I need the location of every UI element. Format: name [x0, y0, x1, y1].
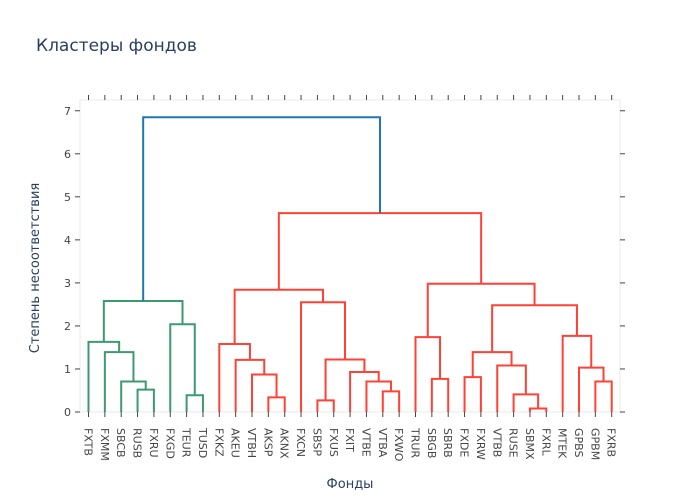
leaf-label: FXUS [327, 428, 340, 457]
dendrogram-link [142, 116, 381, 301]
leaf-label: AKEU [229, 428, 242, 458]
leaf-label: FXRB [605, 428, 618, 457]
dendrogram-link [491, 304, 578, 353]
dendrogram-link [512, 393, 540, 412]
leaf-label: SBSP [310, 428, 323, 456]
leaf-label: TEUR [180, 427, 193, 458]
leaf-label: SBRB [441, 428, 454, 458]
leaf-label: FXCN [294, 428, 307, 457]
leaf-label: FXRL [539, 428, 552, 457]
leaf-label: FXIT [343, 428, 356, 452]
y-tick-label: 6 [64, 148, 71, 161]
dendrogram-link [233, 288, 325, 345]
axis-ticks [75, 95, 625, 417]
leaf-label: FXRU [147, 428, 160, 458]
leaf-label: GPBS [572, 428, 585, 458]
y-tick-label: 0 [64, 406, 71, 419]
dendrogram-link [496, 364, 527, 412]
chart-title: Кластеры фондов [36, 36, 197, 56]
y-tick-label: 3 [64, 277, 71, 290]
y-tick-label: 2 [64, 320, 71, 333]
dendrogram-link [414, 336, 442, 412]
y-tick-label: 1 [64, 363, 71, 376]
dendrogram-link [218, 343, 251, 412]
dendrogram-link [594, 380, 613, 412]
x-tick-labels: FXTB FXMM SBCB RUSB FXRU FXGD TEUR TUSD FXKZ AKEU… [82, 427, 618, 462]
leaf-label: FXTB [82, 428, 95, 456]
y-axis-title: Степень несоответствия [28, 183, 43, 353]
leaf-label: MTEK [556, 428, 569, 459]
leaf-label: RUSE [507, 428, 520, 458]
dendrogram-link [561, 334, 593, 412]
leaf-label: FXKZ [212, 428, 225, 457]
leaf-label: FXWO [392, 428, 405, 462]
dendrogram-link [120, 380, 147, 412]
leaf-label: TUSD [196, 427, 209, 458]
leaf-label: AKSP [261, 428, 274, 457]
dendrogram-link [267, 396, 286, 412]
dendrogram-link [349, 370, 380, 412]
leaf-label: SBMX [523, 428, 536, 460]
dendrogram-link [426, 282, 536, 338]
dendrogram-link [251, 373, 278, 412]
dendrogram-link [578, 366, 605, 412]
dendrogram-link [430, 377, 450, 412]
leaf-label: VTBA [376, 428, 389, 458]
y-tick-label: 7 [64, 105, 71, 118]
dendrogram-link [316, 399, 335, 412]
leaf-label: FXDE [458, 428, 471, 457]
dendrogram-link [87, 340, 121, 412]
dendrogram-link [185, 394, 204, 412]
leaf-label: FXMM [98, 428, 111, 461]
leaf-label: GPBM [588, 428, 601, 460]
leaf-label: RUSB [131, 428, 144, 458]
leaf-label: SBCB [114, 428, 127, 458]
dendrogram-link [169, 323, 196, 412]
leaf-label: AKNX [278, 428, 291, 459]
dendrogram-link [136, 388, 155, 412]
dendrogram-links [87, 116, 613, 412]
dendrogram-link [381, 390, 401, 412]
y-tick-label: 5 [64, 191, 71, 204]
dendrogram-link [365, 380, 392, 412]
dendrogram-link [528, 407, 548, 412]
dendrogram-link [324, 358, 366, 401]
leaf-label: VTBE [359, 428, 372, 457]
dendrogram-link [277, 212, 483, 290]
leaf-label: VTBH [245, 428, 258, 458]
leaf-label: TRUR [409, 427, 422, 458]
y-tick-labels: 0 1 2 3 4 5 6 7 [64, 105, 71, 419]
leaf-label: FXGD [163, 428, 176, 459]
dendrogram-link [300, 301, 346, 412]
y-tick-label: 4 [64, 234, 71, 247]
dendrogram-link [463, 376, 482, 412]
dendrogram-link [234, 358, 266, 412]
leaf-label: SBGB [425, 428, 438, 458]
leaf-label: FXRW [474, 428, 487, 460]
x-axis-title: Фонды [327, 477, 374, 492]
plot-frame [79, 99, 621, 413]
leaf-label: VTBB [490, 428, 503, 457]
